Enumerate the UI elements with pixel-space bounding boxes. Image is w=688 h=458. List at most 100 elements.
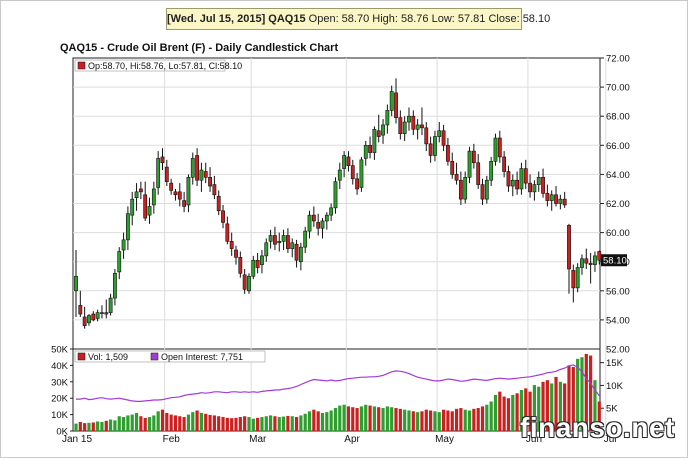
candle-body (203, 171, 208, 178)
quote-ohlc: Open: 58.70 High: 58.76 Low: 57.81 Close… (308, 13, 551, 25)
volume-bar (130, 414, 134, 431)
volume-bar (143, 417, 147, 431)
volume-bar (247, 417, 251, 431)
volume-bar (528, 391, 532, 431)
candle-body (251, 259, 256, 277)
volume-bar (316, 411, 320, 431)
candle-body (156, 158, 161, 188)
price-legend-swatch (77, 61, 86, 70)
volume-bar (294, 417, 299, 431)
volume-bar (550, 383, 554, 431)
candle-body (108, 297, 113, 313)
candle-body (342, 155, 347, 169)
candle-body (177, 191, 182, 200)
volume-bar (480, 406, 485, 431)
volume-bar (424, 409, 428, 431)
volume-bar (511, 394, 515, 431)
chart-title: QAQ15 - Crude Oil Brent (F) - Daily Cand… (60, 42, 339, 54)
candle-body (74, 275, 78, 292)
volume-bar (333, 408, 338, 431)
candle-body (437, 130, 442, 137)
candle-body (528, 182, 532, 193)
volume-bar (359, 406, 364, 431)
volume-bar (186, 414, 191, 431)
candle-body (255, 259, 260, 268)
candle-body (584, 258, 589, 264)
volume-bar (325, 412, 329, 431)
volume-bar (563, 383, 567, 431)
volume-bar (545, 380, 549, 431)
volume-bar (433, 411, 437, 431)
volume-bar (571, 367, 575, 431)
candle-body (575, 267, 580, 289)
candle-body (169, 182, 174, 191)
volume-bar (398, 408, 402, 431)
volume-bar (96, 421, 100, 431)
volume-bar (394, 408, 398, 431)
y-tick-label: 66.00 (606, 141, 630, 152)
y-tick-label: 64.00 (606, 170, 630, 181)
volume-bar (221, 417, 225, 431)
y-tick-label: 54.00 (606, 315, 630, 326)
volume-bar (100, 421, 104, 431)
candle-body (95, 312, 100, 319)
candle-body (368, 145, 372, 153)
candle-body (510, 179, 515, 187)
candle-body (402, 121, 407, 134)
volume-bar (113, 420, 117, 431)
volume-bar (467, 410, 472, 431)
volume-bar (576, 358, 580, 431)
candle-body (476, 162, 481, 185)
volume-bar (273, 416, 277, 431)
candle-body (588, 262, 593, 265)
candle-body (424, 127, 429, 145)
candle-body (130, 198, 135, 216)
candle-body (536, 177, 541, 185)
volume-bar (519, 390, 524, 431)
candle-body (571, 270, 576, 289)
volume-bar (152, 415, 156, 431)
volume-bar (589, 355, 593, 431)
candle-body (346, 156, 351, 166)
volume-bar (134, 412, 139, 431)
candle-body (433, 136, 437, 156)
volume-bar (121, 417, 126, 431)
candle-body (208, 177, 212, 187)
volume-bar (489, 401, 493, 431)
candle-body (104, 312, 109, 315)
candle-body (316, 222, 321, 229)
candle-body (359, 159, 364, 188)
volume-bar (377, 407, 381, 431)
candle-body (407, 115, 411, 123)
volume-bar (472, 408, 476, 431)
candle-body (268, 235, 273, 242)
vol-tick-label: 30K (51, 377, 69, 388)
candle-body (307, 214, 312, 232)
candle-body (549, 194, 554, 201)
volume-bar (381, 408, 385, 431)
volume-bar (485, 404, 489, 431)
volume-bar (502, 396, 506, 431)
candle-body (273, 235, 277, 245)
candle-body (562, 198, 567, 206)
volume-bar (584, 353, 588, 431)
volume-bar (299, 415, 303, 431)
vol-tick-label: 50K (51, 345, 69, 356)
volume-bar (108, 419, 113, 431)
candle-body (532, 184, 537, 193)
volume-bar (104, 420, 108, 431)
candle-body (329, 207, 334, 216)
candle-body (281, 235, 286, 242)
volume-bar (346, 406, 351, 431)
volume-bar (160, 409, 165, 431)
y-tick-label: 70.00 (606, 83, 630, 94)
volume-bar (320, 412, 325, 431)
candle-body (173, 191, 178, 196)
volume-bar (281, 416, 286, 431)
volume-bar (173, 415, 178, 431)
candle-body (458, 179, 463, 200)
volume-bar (351, 407, 355, 431)
volume-bar (165, 412, 169, 431)
candle-body (160, 156, 165, 164)
